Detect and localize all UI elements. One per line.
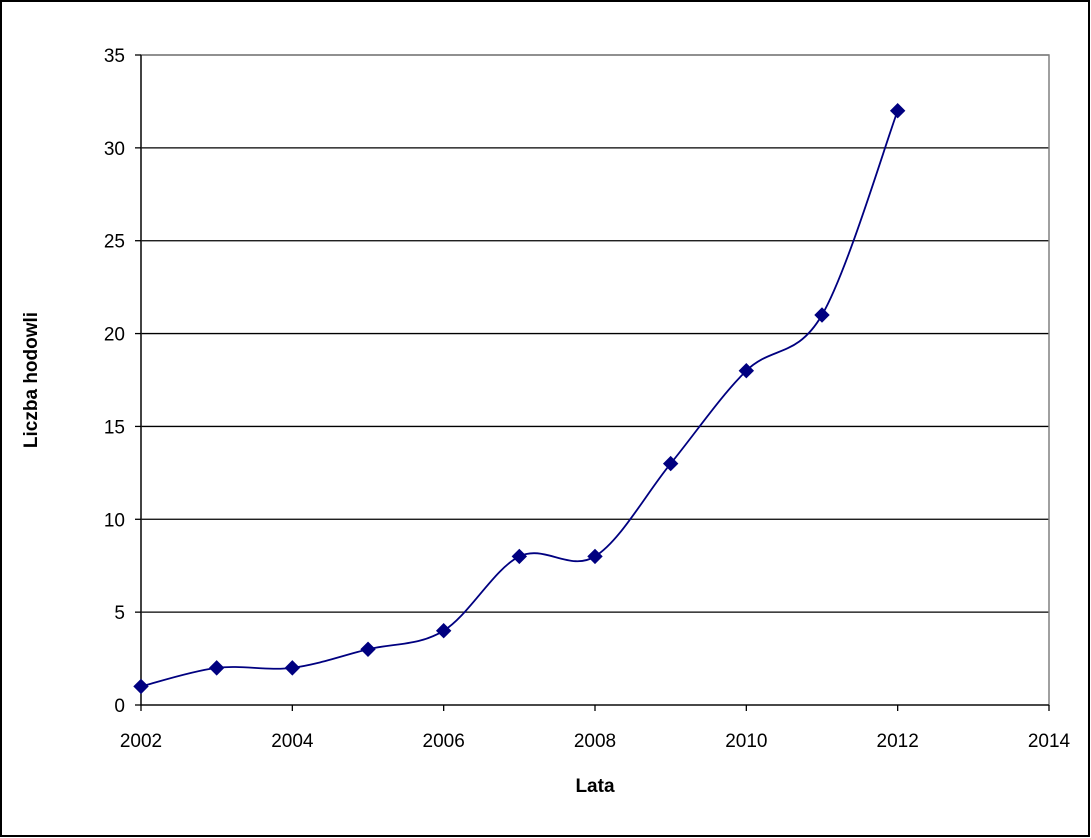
- data-point-marker: [511, 548, 528, 565]
- x-tick-label: 2010: [725, 731, 767, 752]
- data-point-marker: [738, 363, 755, 379]
- y-tick-labels: 0 5 10 15 20 25 30 35: [104, 46, 125, 717]
- data-point-marker: [284, 660, 301, 676]
- x-tick-label: 2002: [120, 731, 162, 752]
- data-point-marker: [208, 660, 225, 676]
- y-tick-label: 25: [104, 232, 125, 253]
- data-point-marker: [360, 641, 376, 657]
- x-tick-label: 2014: [1028, 731, 1071, 752]
- data-point-marker: [133, 678, 149, 695]
- data-point-marker: [587, 548, 603, 565]
- x-axis-title: Lata: [575, 776, 615, 797]
- data-markers: [133, 103, 906, 695]
- y-tick-label: 10: [104, 510, 125, 531]
- y-tick-label: 30: [104, 139, 125, 160]
- data-point-marker: [435, 623, 452, 639]
- data-point-marker: [814, 307, 830, 323]
- y-axis-title: Liczba hodowli: [21, 312, 42, 448]
- y-tick-label: 20: [104, 325, 125, 346]
- x-tick-label: 2012: [877, 731, 919, 752]
- data-point-marker: [889, 103, 906, 119]
- y-tick-label: 35: [104, 46, 125, 67]
- axes: [135, 54, 1050, 711]
- x-tick-label: 2008: [574, 731, 616, 752]
- x-tick-labels: 2002 2004 2006 2008 2010 2012 2014: [120, 731, 1071, 752]
- data-point-marker: [662, 455, 679, 472]
- y-tick-label: 15: [104, 417, 125, 438]
- y-tick-label: 0: [114, 696, 125, 717]
- y-tick-label: 5: [114, 603, 125, 624]
- x-tick-label: 2006: [423, 731, 465, 752]
- x-tick-label: 2004: [271, 731, 314, 752]
